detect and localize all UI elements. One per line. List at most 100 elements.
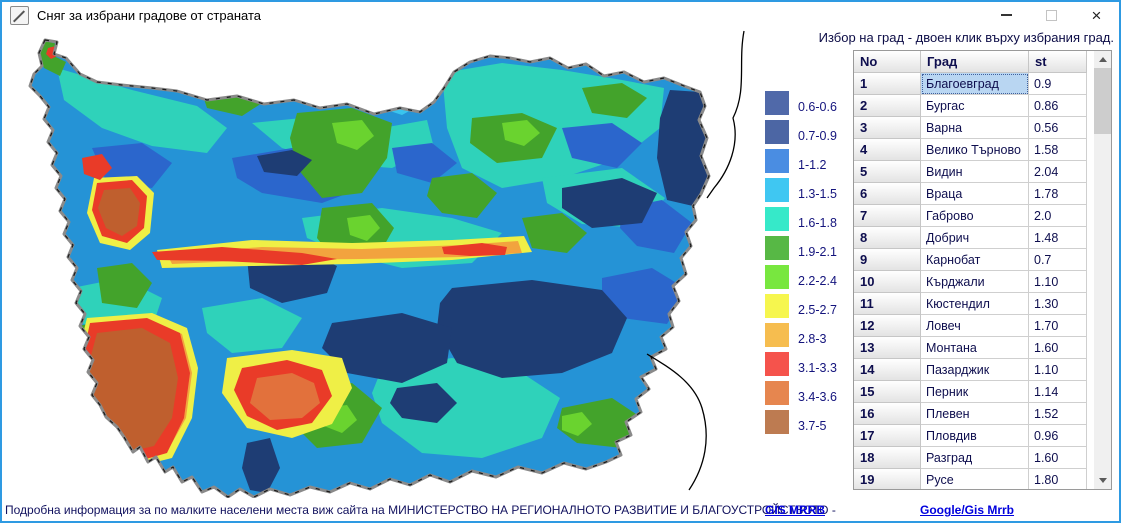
city-cell[interactable]: Кърджали <box>921 271 1029 293</box>
table-row[interactable]: 17 Пловдив 0.96 <box>854 425 1087 447</box>
window-controls: × <box>984 2 1119 28</box>
table-scrollbar[interactable] <box>1094 51 1111 489</box>
table-row[interactable]: 5 Видин 2.04 <box>854 161 1087 183</box>
city-cell[interactable]: Враца <box>921 183 1029 205</box>
table-row[interactable]: 8 Добрич 1.48 <box>854 227 1087 249</box>
row-number-cell[interactable]: 16 <box>854 403 921 425</box>
city-cell[interactable]: Карнобат <box>921 249 1029 271</box>
row-number-cell[interactable]: 12 <box>854 315 921 337</box>
status-bar: Подробна информация за по малките населе… <box>2 501 1119 521</box>
table-row[interactable]: 12 Ловеч 1.70 <box>854 315 1087 337</box>
table-row[interactable]: 1 Благоевград 0.9 <box>854 73 1087 95</box>
legend-item: 3.1-3.3 <box>765 347 837 376</box>
row-number-cell[interactable]: 6 <box>854 183 921 205</box>
city-cell[interactable]: Благоевград <box>921 73 1029 95</box>
legend-item: 3.7-5 <box>765 405 837 434</box>
google-gis-mrrb-link[interactable]: Google/Gis Mrrb <box>920 503 1015 517</box>
city-cell[interactable]: Ловеч <box>921 315 1029 337</box>
city-cell[interactable]: Габрово <box>921 205 1029 227</box>
title-bar: Сняг за избрани градове от страната × <box>2 2 1119 28</box>
city-cell[interactable]: Разград <box>921 447 1029 469</box>
legend-label: 1.6-1.8 <box>798 216 837 230</box>
row-number-cell[interactable]: 3 <box>854 117 921 139</box>
scroll-up-button[interactable] <box>1094 51 1111 68</box>
city-cell[interactable]: Монтана <box>921 337 1029 359</box>
city-cell[interactable]: Велико Търново <box>921 139 1029 161</box>
table-row[interactable]: 4 Велико Търново 1.58 <box>854 139 1087 161</box>
city-cell[interactable]: Перник <box>921 381 1029 403</box>
table-row[interactable]: 11 Кюстендил 1.30 <box>854 293 1087 315</box>
st-value-cell[interactable]: 1.10 <box>1029 271 1087 293</box>
row-number-cell[interactable]: 11 <box>854 293 921 315</box>
minimize-button[interactable] <box>984 2 1029 28</box>
st-value-cell[interactable]: 0.96 <box>1029 425 1087 447</box>
st-value-cell[interactable]: 1.70 <box>1029 315 1087 337</box>
table-row[interactable]: 10 Кърджали 1.10 <box>854 271 1087 293</box>
row-number-cell[interactable]: 15 <box>854 381 921 403</box>
chevron-up-icon <box>1098 57 1107 62</box>
row-number-cell[interactable]: 9 <box>854 249 921 271</box>
table-row[interactable]: 3 Варна 0.56 <box>854 117 1087 139</box>
close-button[interactable]: × <box>1074 2 1119 28</box>
city-cell[interactable]: Бургас <box>921 95 1029 117</box>
st-value-cell[interactable]: 1.10 <box>1029 359 1087 381</box>
gis-mrrb-link[interactable]: GIS MRRB <box>765 503 825 517</box>
row-number-cell[interactable]: 8 <box>854 227 921 249</box>
st-value-cell[interactable]: 1.14 <box>1029 381 1087 403</box>
st-value-cell[interactable]: 0.9 <box>1029 73 1087 95</box>
scroll-down-button[interactable] <box>1094 472 1111 489</box>
city-cell[interactable]: Пазарджик <box>921 359 1029 381</box>
st-value-cell[interactable]: 1.52 <box>1029 403 1087 425</box>
table-row[interactable]: 9 Карнобат 0.7 <box>854 249 1087 271</box>
row-number-cell[interactable]: 17 <box>854 425 921 447</box>
city-cell[interactable]: Кюстендил <box>921 293 1029 315</box>
st-value-cell[interactable]: 1.60 <box>1029 337 1087 359</box>
st-value-cell[interactable]: 0.7 <box>1029 249 1087 271</box>
scrollbar-thumb[interactable] <box>1094 68 1111 134</box>
city-cell[interactable]: Плевен <box>921 403 1029 425</box>
row-number-cell[interactable]: 13 <box>854 337 921 359</box>
st-value-cell[interactable]: 1.60 <box>1029 447 1087 469</box>
table-row[interactable]: 2 Бургас 0.86 <box>854 95 1087 117</box>
city-cell[interactable]: Русе <box>921 469 1029 489</box>
row-number-cell[interactable]: 4 <box>854 139 921 161</box>
table-row[interactable]: 13 Монтана 1.60 <box>854 337 1087 359</box>
st-value-cell[interactable]: 1.48 <box>1029 227 1087 249</box>
st-value-cell[interactable]: 1.80 <box>1029 469 1087 489</box>
city-cell[interactable]: Видин <box>921 161 1029 183</box>
st-value-cell[interactable]: 1.58 <box>1029 139 1087 161</box>
table-row[interactable]: 16 Плевен 1.52 <box>854 403 1087 425</box>
row-number-cell[interactable]: 19 <box>854 469 921 489</box>
table-row[interactable]: 19 Русе 1.80 <box>854 469 1087 489</box>
city-cell[interactable]: Варна <box>921 117 1029 139</box>
st-value-cell[interactable]: 1.78 <box>1029 183 1087 205</box>
table-row[interactable]: 7 Габрово 2.0 <box>854 205 1087 227</box>
window-title: Сняг за избрани градове от страната <box>37 7 262 23</box>
legend-item: 3.4-3.6 <box>765 376 837 405</box>
table-row[interactable]: 15 Перник 1.14 <box>854 381 1087 403</box>
table-row[interactable]: 6 Враца 1.78 <box>854 183 1087 205</box>
bulgaria-snow-map[interactable] <box>2 28 758 499</box>
snow-map-svg <box>28 30 745 499</box>
city-table[interactable]: No Град st 1 Благоевград 0.9 2 Бургас 0.86 3 Ва… <box>853 50 1112 490</box>
table-row[interactable]: 18 Разград 1.60 <box>854 447 1087 469</box>
city-cell[interactable]: Добрич <box>921 227 1029 249</box>
row-number-cell[interactable]: 7 <box>854 205 921 227</box>
st-value-cell[interactable]: 2.0 <box>1029 205 1087 227</box>
city-cell[interactable]: Пловдив <box>921 425 1029 447</box>
maximize-button <box>1029 2 1074 28</box>
table-row[interactable]: 14 Пазарджик 1.10 <box>854 359 1087 381</box>
st-value-cell[interactable]: 2.04 <box>1029 161 1087 183</box>
row-number-cell[interactable]: 2 <box>854 95 921 117</box>
st-value-cell[interactable]: 0.56 <box>1029 117 1087 139</box>
row-number-cell[interactable]: 1 <box>854 73 921 95</box>
row-number-cell[interactable]: 5 <box>854 161 921 183</box>
st-value-cell[interactable]: 0.86 <box>1029 95 1087 117</box>
row-number-cell[interactable]: 10 <box>854 271 921 293</box>
table-header-row: No Град st <box>854 51 1087 73</box>
legend-label: 3.1-3.3 <box>798 361 837 375</box>
row-number-cell[interactable]: 14 <box>854 359 921 381</box>
st-value-cell[interactable]: 1.30 <box>1029 293 1087 315</box>
row-number-cell[interactable]: 18 <box>854 447 921 469</box>
